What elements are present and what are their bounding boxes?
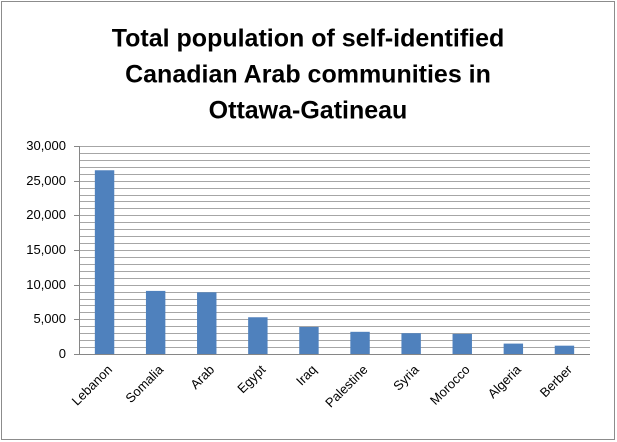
chart-title: Ottawa-Gatineau bbox=[209, 97, 408, 125]
bar bbox=[299, 326, 319, 354]
y-tick-label: 15,000 bbox=[26, 242, 66, 257]
bar bbox=[145, 290, 166, 354]
bar bbox=[554, 345, 575, 354]
bar bbox=[248, 317, 268, 354]
y-tick-label: 30,000 bbox=[26, 138, 66, 153]
chart-title: Canadian Arab communities in bbox=[125, 61, 491, 89]
bar bbox=[350, 331, 370, 354]
bar bbox=[197, 292, 217, 354]
y-tick-label: 0 bbox=[59, 346, 66, 361]
y-tick-label: 20,000 bbox=[26, 207, 66, 222]
bar bbox=[452, 333, 472, 354]
y-tick-label: 5,000 bbox=[33, 311, 66, 326]
bar bbox=[503, 343, 524, 354]
y-tick-label: 10,000 bbox=[26, 277, 66, 292]
bar bbox=[94, 170, 115, 354]
bar bbox=[401, 333, 421, 354]
y-tick-label: 25,000 bbox=[26, 173, 66, 188]
chart-title: Total population of self-identified bbox=[112, 25, 505, 53]
